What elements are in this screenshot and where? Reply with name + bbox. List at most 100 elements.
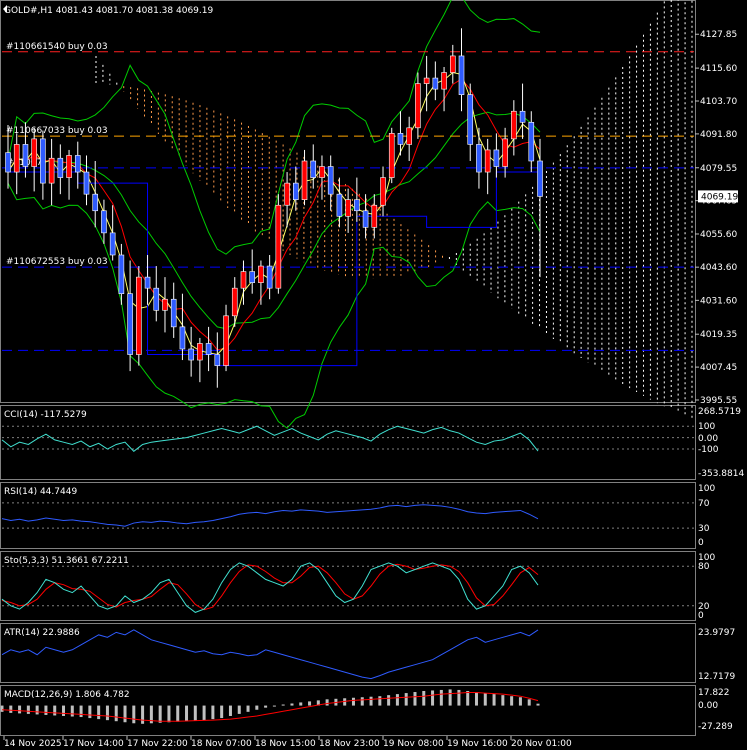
macd-signal-line xyxy=(1,692,539,722)
bollinger-lower-line xyxy=(7,182,541,429)
macd-histogram-bar xyxy=(501,695,505,706)
panel-scale-label: 0 xyxy=(698,611,704,621)
candle-body xyxy=(371,204,378,228)
candle-body xyxy=(406,127,412,145)
ma-blue-step-line xyxy=(8,171,540,367)
macd-histogram-bar xyxy=(431,690,435,706)
chart-title: GOLD#,H1 4081.43 4081.70 4081.38 4069.19 xyxy=(4,6,213,16)
macd-histogram-bar xyxy=(18,705,22,714)
candles-group xyxy=(5,28,543,388)
macd-histogram-bar xyxy=(114,705,118,722)
macd-histogram-bar xyxy=(316,700,320,706)
rsi-line xyxy=(1,504,539,527)
macd-histogram-bar xyxy=(351,697,355,706)
macd-histogram-bar xyxy=(26,705,30,714)
macd-histogram-bar xyxy=(79,705,83,718)
candle-body xyxy=(502,138,508,167)
panel-scale-label: 0.00 xyxy=(698,701,718,711)
panel-scale-label: 17.822 xyxy=(698,688,730,698)
candle-body xyxy=(127,293,133,355)
price-tick-label: 4043.60 xyxy=(700,263,737,273)
panel-scale-label: -27.289 xyxy=(698,722,733,732)
macd-histogram-bar xyxy=(149,705,153,724)
candle-body xyxy=(249,271,255,283)
candle-body xyxy=(301,160,308,201)
time-tick-label: 17 Nov 14:00 xyxy=(63,739,124,749)
macd-histogram-bar xyxy=(105,705,109,721)
macd-histogram-bar xyxy=(211,705,215,720)
time-tick-label: 19 Nov 16:00 xyxy=(447,739,508,749)
macd-histogram-bar xyxy=(272,705,276,707)
candle-body xyxy=(432,77,439,90)
candle-body xyxy=(275,204,282,289)
collapse-arrow-icon[interactable] xyxy=(3,5,7,13)
candle-body xyxy=(109,232,116,256)
candle-body xyxy=(101,210,107,234)
atr-panel-frame xyxy=(0,623,696,683)
macd-histogram-bar xyxy=(518,697,522,706)
panel-scale-label: 30 xyxy=(698,524,710,534)
panel-title: Sto(5,3,3) 51.3661 67.2211 xyxy=(4,556,129,566)
candle-body xyxy=(449,55,456,73)
macd-histogram-bar xyxy=(457,689,461,706)
candle-body xyxy=(327,166,334,195)
candle-body xyxy=(528,121,535,162)
panel-scale-label: 23.9797 xyxy=(698,628,735,638)
macd-histogram-bar xyxy=(369,696,373,706)
panel-title: ATR(14) 22.9886 xyxy=(4,628,80,638)
candle-body xyxy=(266,265,273,289)
macd-histogram-bar xyxy=(70,705,74,717)
panel-scale-label: -353.8814 xyxy=(698,469,744,479)
bollinger-upper-line xyxy=(7,0,541,255)
candle-body xyxy=(22,144,29,167)
macd-histogram-bar xyxy=(97,705,101,720)
cci-line xyxy=(1,425,539,452)
candle-body xyxy=(493,149,500,167)
macd-histogram-bar xyxy=(395,694,399,706)
macd-histogram-bar xyxy=(193,705,197,721)
macd-histogram-bar xyxy=(299,702,303,706)
panel-scale-label: 100 xyxy=(698,553,715,563)
macd-histogram-bar xyxy=(167,705,171,723)
price-tick-label: 3995.55 xyxy=(700,396,737,406)
panel-scale-label: -100 xyxy=(698,445,719,455)
price-tick-label: 4007.45 xyxy=(700,363,737,373)
macd-histogram-bar xyxy=(228,705,232,716)
candle-body xyxy=(162,298,168,311)
time-tick-label: 18 Nov 23:00 xyxy=(319,739,380,749)
candle-body xyxy=(354,199,360,212)
candle-body xyxy=(92,193,99,212)
order-label: #110672553 buy 0.03 xyxy=(6,257,108,267)
time-tick-label: 20 Nov 01:00 xyxy=(511,739,572,749)
panel-title: RSI(14) 44.7449 xyxy=(4,487,77,497)
candle-body xyxy=(136,276,142,355)
candle-body xyxy=(31,138,37,167)
candle-body xyxy=(476,144,482,173)
panel-scale-label: 100 xyxy=(698,422,715,432)
macd-histogram-bar xyxy=(422,690,426,706)
macd-histogram-bar xyxy=(378,696,382,706)
macd-histogram-bar xyxy=(141,705,145,724)
time-tick-label: 14 Nov 2025 xyxy=(4,739,62,749)
candle-body xyxy=(231,287,238,317)
macd-histogram-bar xyxy=(290,703,294,706)
candle-body xyxy=(397,133,404,145)
candle-body xyxy=(319,166,325,178)
stoch-signal-line xyxy=(1,563,539,611)
stoch-panel-frame xyxy=(0,551,696,621)
current-price-label: 4069.19 xyxy=(701,192,738,202)
candle-body xyxy=(537,160,543,197)
macd-histogram-bar xyxy=(9,705,13,713)
candle-body xyxy=(40,138,46,184)
candle-body xyxy=(345,199,351,217)
candle-body xyxy=(511,110,517,140)
candle-body xyxy=(423,77,430,84)
indicator-panels: CCI(14) -117.5279 268.57191000.00-100-353… xyxy=(0,407,744,732)
macd-histogram-bar xyxy=(246,705,250,712)
price-tick-label: 4091.80 xyxy=(700,130,737,140)
candle-body xyxy=(48,157,55,184)
stoch-main-line xyxy=(1,562,539,613)
candle-body xyxy=(83,171,90,195)
